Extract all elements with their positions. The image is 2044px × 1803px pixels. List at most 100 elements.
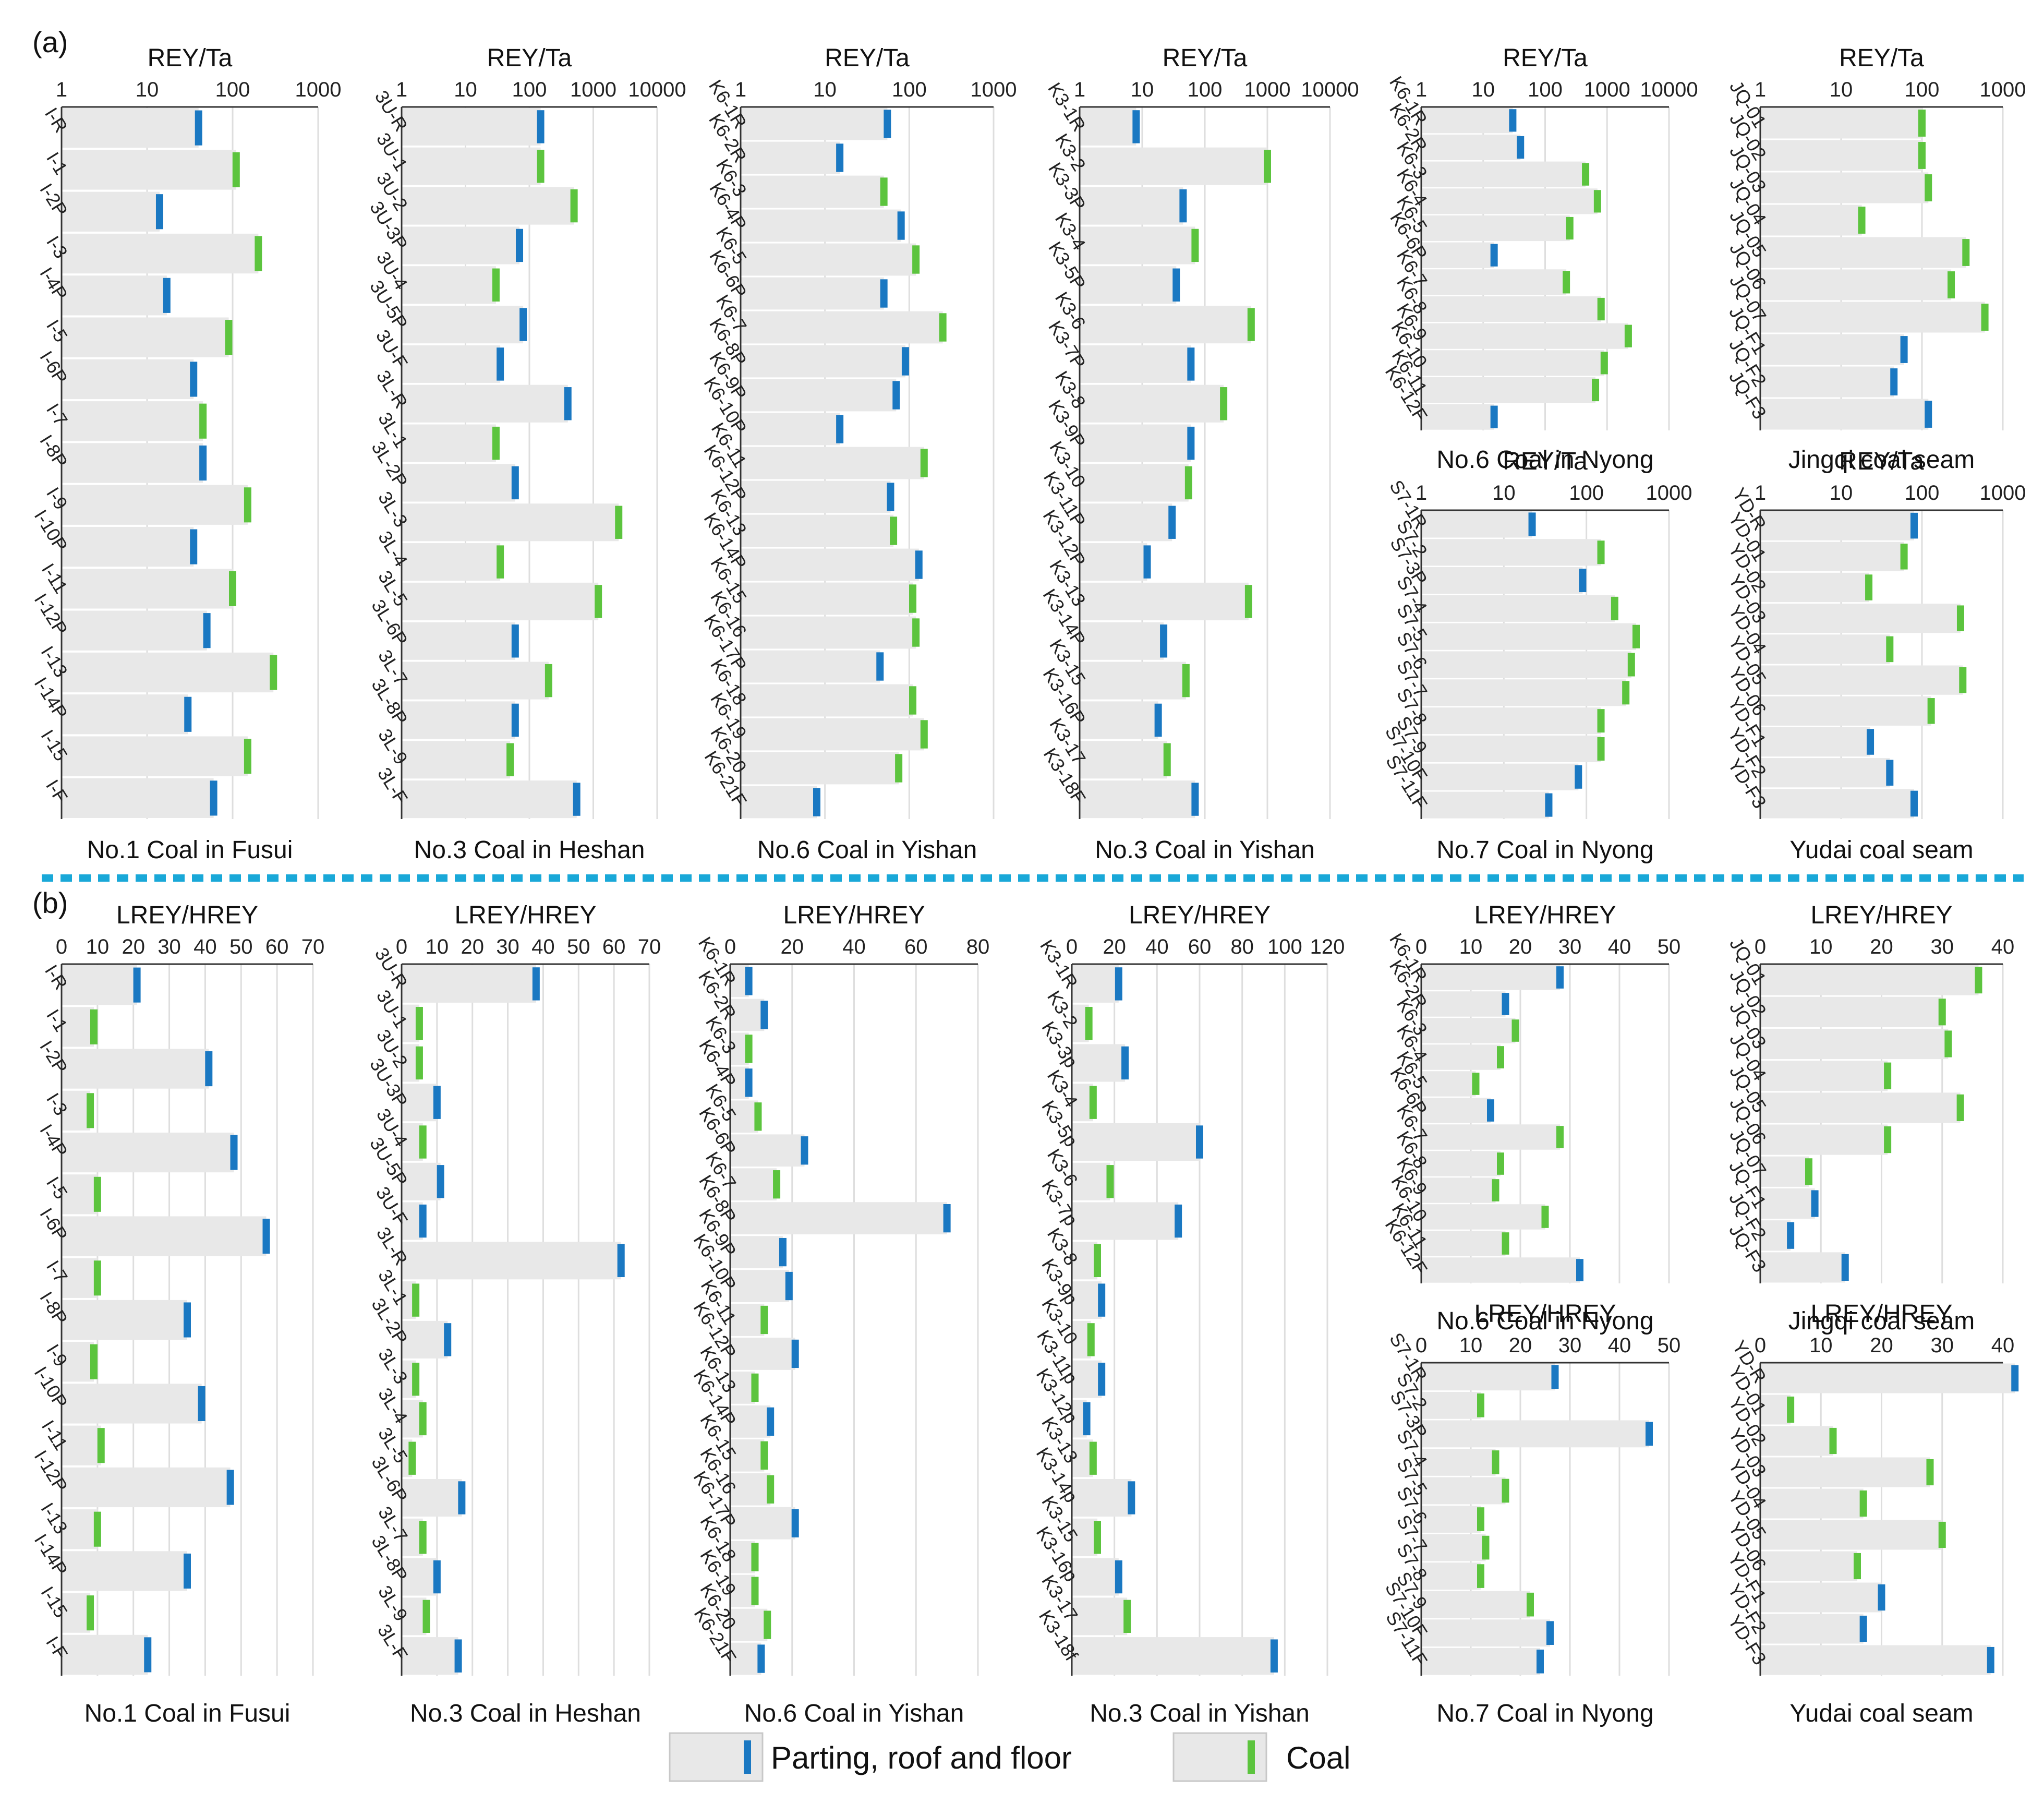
x-tick-label: 1000 bbox=[1980, 78, 2026, 101]
data-bar-end-marker bbox=[1121, 1046, 1129, 1080]
data-bar-end-marker bbox=[1987, 1646, 1994, 1674]
data-bar bbox=[62, 317, 229, 357]
data-bar bbox=[1421, 269, 1567, 295]
data-bar bbox=[1421, 1591, 1530, 1618]
data-bar bbox=[1760, 1426, 1833, 1456]
data-bar bbox=[1421, 763, 1579, 790]
data-bar-end-marker bbox=[1956, 605, 1964, 631]
data-bar-end-marker bbox=[1187, 347, 1195, 381]
data-bar-end-marker bbox=[1490, 244, 1498, 267]
data-bar bbox=[1421, 567, 1583, 594]
data-bar bbox=[62, 526, 194, 567]
data-bar bbox=[1760, 366, 1894, 398]
data-bar bbox=[741, 447, 924, 479]
data-bar bbox=[741, 480, 891, 513]
data-bar bbox=[1421, 623, 1636, 650]
data-bar bbox=[730, 1507, 795, 1540]
data-bar bbox=[1080, 662, 1186, 700]
x-tick-label: 10 bbox=[1459, 1334, 1483, 1357]
data-bar-end-marker bbox=[1168, 506, 1176, 539]
data-bar bbox=[1421, 1257, 1580, 1283]
x-tick-label: 20 bbox=[461, 935, 484, 958]
data-bar-end-marker bbox=[895, 754, 903, 783]
data-bar-end-marker bbox=[909, 584, 917, 613]
data-bar bbox=[62, 233, 259, 274]
data-bar bbox=[402, 1320, 448, 1359]
data-bar-end-marker bbox=[1264, 150, 1271, 183]
data-bar-end-marker bbox=[87, 1093, 94, 1128]
data-bar bbox=[1072, 1044, 1126, 1082]
data-bar bbox=[62, 191, 160, 232]
data-bar-end-marker bbox=[1900, 544, 1908, 570]
data-bar-end-marker bbox=[497, 347, 504, 381]
data-bar-end-marker bbox=[1094, 1244, 1101, 1278]
chart-title: No.6 Coal in Nyong bbox=[1436, 446, 1653, 474]
chart-panel: 0 20 40 60 80LREY/HREYK6-1RK6-2RK6-3K6-4PK6-… bbox=[690, 901, 990, 1727]
x-tick-label: 0 bbox=[1416, 1334, 1427, 1357]
data-bar-end-marker bbox=[1115, 967, 1122, 1001]
data-bar-end-marker bbox=[458, 1481, 466, 1514]
data-bar bbox=[1760, 758, 1890, 788]
data-bar-end-marker bbox=[1948, 271, 1955, 298]
data-bar bbox=[1421, 1648, 1540, 1675]
data-bar bbox=[62, 275, 167, 316]
x-tick-label: 10 bbox=[454, 78, 477, 101]
data-bar-end-marker bbox=[836, 415, 844, 443]
data-bar bbox=[730, 1642, 761, 1675]
data-bar-end-marker bbox=[210, 780, 217, 816]
data-bar-end-marker bbox=[1502, 993, 1509, 1015]
x-tick-label: 1 bbox=[1755, 482, 1766, 504]
x-tick-label: 30 bbox=[496, 935, 519, 958]
data-bar bbox=[1760, 1220, 1791, 1251]
data-bar bbox=[62, 569, 233, 609]
data-bar bbox=[1760, 1395, 1791, 1425]
data-bar-end-marker bbox=[419, 1402, 427, 1436]
data-bar bbox=[1080, 622, 1164, 660]
data-bar bbox=[1421, 1231, 1506, 1256]
data-bar-end-marker bbox=[1187, 426, 1195, 460]
data-bar-end-marker bbox=[1805, 1158, 1812, 1185]
x-tick-label: 30 bbox=[1558, 935, 1582, 958]
data-bar-end-marker bbox=[1477, 1564, 1484, 1588]
data-bar-end-marker bbox=[912, 618, 920, 647]
data-bar-end-marker bbox=[226, 1470, 234, 1505]
data-bar-end-marker bbox=[1545, 793, 1553, 817]
data-bar bbox=[1421, 1098, 1491, 1123]
x-tick-label: 40 bbox=[531, 935, 555, 958]
data-bar bbox=[62, 1384, 202, 1424]
data-bar bbox=[1760, 572, 1869, 603]
x-tick-label: 1 bbox=[1416, 482, 1427, 504]
data-bar-end-marker bbox=[943, 1204, 951, 1233]
data-bar-end-marker bbox=[897, 211, 905, 240]
data-bar bbox=[1760, 996, 1942, 1027]
data-bar-end-marker bbox=[1497, 1046, 1504, 1068]
x-tick-label: 40 bbox=[1608, 1334, 1631, 1357]
data-bar-end-marker bbox=[1878, 1584, 1885, 1611]
data-bar-end-marker bbox=[1854, 1553, 1861, 1580]
data-bar bbox=[1421, 1151, 1501, 1176]
x-tick-label: 50 bbox=[229, 935, 253, 958]
data-bar-end-marker bbox=[1566, 217, 1574, 240]
x-tick-label: 10 bbox=[1492, 482, 1516, 504]
data-bar-end-marker bbox=[920, 449, 928, 477]
data-bar bbox=[730, 1134, 805, 1167]
data-bar-end-marker bbox=[198, 1386, 205, 1422]
data-bar bbox=[730, 999, 765, 1031]
data-bar-end-marker bbox=[1191, 783, 1199, 816]
data-bar bbox=[1072, 1479, 1132, 1517]
x-tick-label: 1 bbox=[1074, 78, 1085, 101]
data-bar-end-marker bbox=[767, 1407, 775, 1436]
data-bar bbox=[402, 503, 619, 542]
data-bar-end-marker bbox=[884, 110, 891, 138]
data-bar-end-marker bbox=[1886, 760, 1894, 786]
data-bar-end-marker bbox=[1477, 1393, 1484, 1417]
data-bar-end-marker bbox=[1172, 268, 1180, 302]
data-bar bbox=[1072, 1558, 1119, 1596]
x-tick-label: 70 bbox=[638, 935, 661, 958]
data-bar bbox=[402, 1558, 437, 1596]
data-bar-end-marker bbox=[1811, 1190, 1819, 1217]
data-bar-end-marker bbox=[1841, 1254, 1849, 1281]
data-bar bbox=[1760, 1457, 1930, 1487]
data-bar bbox=[730, 1338, 795, 1370]
data-bar bbox=[1080, 780, 1195, 819]
